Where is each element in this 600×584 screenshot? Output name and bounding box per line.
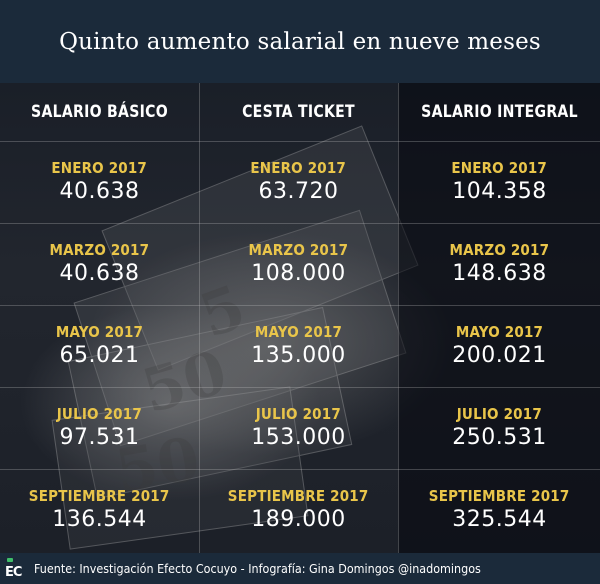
- cell-month: JULIO 2017: [456, 405, 543, 423]
- table-cell: MAYO 2017 135.000: [199, 305, 398, 387]
- banknotes-background-image: 5 50 50: [51, 125, 419, 550]
- column-header: CESTA TICKET: [242, 102, 355, 122]
- table-cell: SEPTIEMBRE 2017 189.000: [199, 469, 398, 551]
- column-salario-basico: SALARIO BÁSICO ENERO 2017 40.638 MARZO 2…: [0, 83, 199, 553]
- cell-month: SEPTIEMBRE 2017: [29, 487, 170, 505]
- cell-month: ENERO 2017: [250, 159, 347, 177]
- cell-value: 40.638: [59, 179, 140, 204]
- cell-month: SEPTIEMBRE 2017: [228, 487, 369, 505]
- cell-value: 135.000: [251, 343, 346, 368]
- table-cell: ENERO 2017 63.720: [199, 141, 398, 223]
- table-cell: MAYO 2017 200.021: [399, 305, 600, 387]
- svg-text:50: 50: [110, 424, 204, 507]
- table-cell: ENERO 2017 104.358: [399, 141, 600, 223]
- integral-column-shade: [398, 83, 600, 553]
- table-cell: MARZO 2017 148.638: [399, 223, 600, 305]
- table-cell: SEPTIEMBRE 2017 325.544: [399, 469, 600, 551]
- footer: EC Fuente: Investigación Efecto Cocuyo -…: [0, 553, 600, 584]
- table-cell: ENERO 2017 40.638: [0, 141, 199, 223]
- column-salario-integral: SALARIO INTEGRAL ENERO 2017 104.358 MARZ…: [399, 83, 600, 553]
- cell-value: 200.021: [452, 343, 547, 368]
- table-cell: JULIO 2017 153.000: [199, 387, 398, 469]
- table-cell: MARZO 2017 40.638: [0, 223, 199, 305]
- cell-value: 108.000: [251, 261, 346, 286]
- source-credit: Fuente: Investigación Efecto Cocuyo - In…: [34, 561, 481, 576]
- cell-month: ENERO 2017: [51, 159, 148, 177]
- row-divider: [0, 305, 600, 306]
- cell-value: 148.638: [452, 261, 547, 286]
- cell-month: MARZO 2017: [449, 241, 550, 259]
- cell-value: 189.000: [251, 507, 346, 532]
- cell-value: 250.531: [452, 425, 547, 450]
- cell-value: 153.000: [251, 425, 346, 450]
- efecto-cocuyo-logo: EC: [4, 557, 28, 580]
- title-bar: Quinto aumento salarial en nueve meses: [0, 0, 600, 83]
- column-header: SALARIO BÁSICO: [31, 102, 168, 122]
- cell-month: ENERO 2017: [451, 159, 548, 177]
- table-cell: JULIO 2017 250.531: [399, 387, 600, 469]
- cell-month: JULIO 2017: [255, 405, 342, 423]
- header-divider: [0, 141, 600, 142]
- cell-month: JULIO 2017: [56, 405, 143, 423]
- chart-title: Quinto aumento salarial en nueve meses: [59, 28, 541, 55]
- cell-value: 104.358: [452, 179, 547, 204]
- table-cell: MAYO 2017 65.021: [0, 305, 199, 387]
- cell-month: MARZO 2017: [49, 241, 150, 259]
- salary-table: 5 50 50 SALARIO BÁSICO ENERO 2017 40.638…: [0, 83, 600, 553]
- cell-month: MAYO 2017: [455, 323, 544, 341]
- cell-month: MAYO 2017: [55, 323, 144, 341]
- table-cell: SEPTIEMBRE 2017 136.544: [0, 469, 199, 551]
- cell-month: MAYO 2017: [254, 323, 343, 341]
- column-divider: [199, 83, 200, 553]
- logo-text: EC: [5, 564, 22, 580]
- table-cell: MARZO 2017 108.000: [199, 223, 398, 305]
- cell-value: 325.544: [452, 507, 547, 532]
- cell-month: SEPTIEMBRE 2017: [429, 487, 570, 505]
- column-header: SALARIO INTEGRAL: [421, 102, 578, 122]
- row-divider: [0, 387, 600, 388]
- cell-value: 40.638: [59, 261, 140, 286]
- cell-value: 65.021: [59, 343, 140, 368]
- cell-month: MARZO 2017: [248, 241, 349, 259]
- column-cesta-ticket: CESTA TICKET ENERO 2017 63.720 MARZO 201…: [199, 83, 398, 553]
- cell-value: 63.720: [258, 179, 339, 204]
- row-divider: [0, 469, 600, 470]
- logo-dot: [7, 557, 13, 562]
- table-grid: SALARIO BÁSICO ENERO 2017 40.638 MARZO 2…: [0, 83, 600, 553]
- row-divider: [0, 223, 600, 224]
- cell-value: 97.531: [59, 425, 140, 450]
- column-divider: [398, 83, 399, 553]
- cell-value: 136.544: [52, 507, 147, 532]
- table-cell: JULIO 2017 97.531: [0, 387, 199, 469]
